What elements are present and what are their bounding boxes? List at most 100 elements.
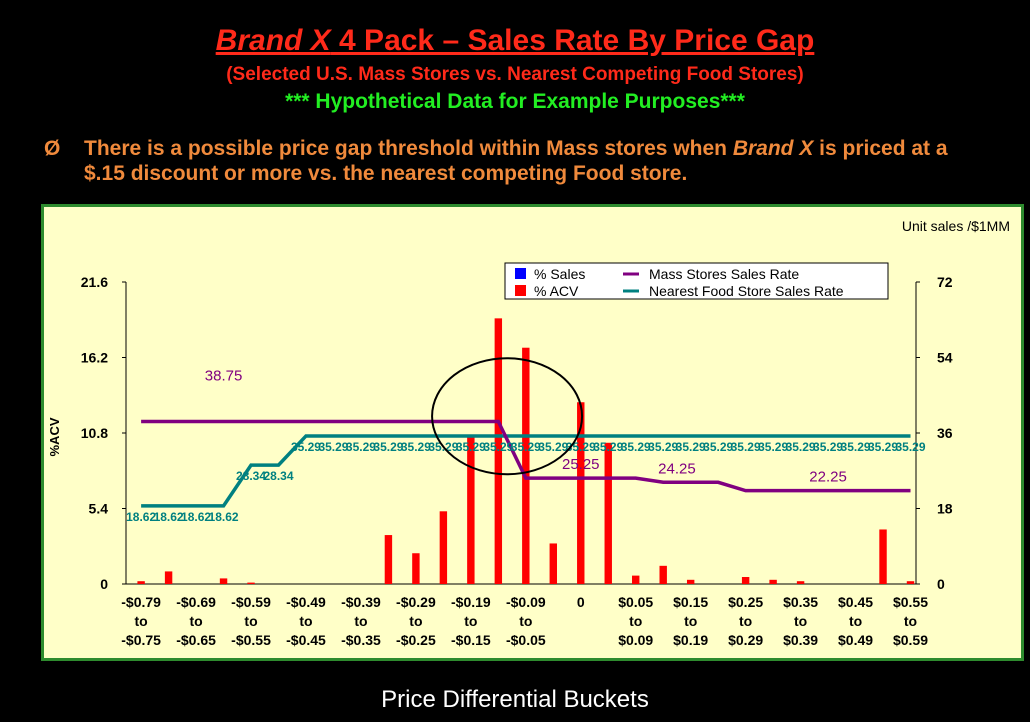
acv-bar — [632, 575, 640, 584]
x-category-label: $0.15 — [673, 594, 708, 610]
food-data-label: 35.29 — [483, 440, 513, 454]
x-category-label: to — [904, 613, 917, 629]
bullet-icon: Ø — [44, 137, 61, 160]
food-data-label: 18.62 — [154, 510, 184, 524]
x-category-label: to — [189, 613, 202, 629]
food-data-label: 35.29 — [538, 440, 568, 454]
x-category-label: to — [299, 613, 312, 629]
food-data-label: 35.29 — [731, 440, 761, 454]
food-data-label: 35.29 — [813, 440, 843, 454]
y-right-tick-label: 72 — [937, 274, 953, 290]
y-right-axis-label: Unit sales /$1MM — [902, 218, 1010, 234]
legend-box — [504, 262, 889, 300]
acv-bar — [549, 543, 557, 584]
acv-bar — [796, 581, 805, 584]
food-data-label: 35.29 — [373, 440, 403, 454]
y-left-tick-label: 10.8 — [81, 425, 108, 441]
acv-bar — [137, 581, 145, 584]
food-data-label: 35.29 — [758, 440, 788, 454]
acv-bar — [247, 582, 255, 584]
y-right-tick-label: 54 — [937, 350, 953, 366]
y-left-tick-label: 5.4 — [89, 501, 109, 517]
x-category-label: -$0.59 — [231, 594, 271, 610]
x-category-label: $0.29 — [728, 632, 763, 648]
x-category-label: $0.05 — [618, 594, 653, 610]
bullet-text-start: There is a possible price gap threshold … — [84, 137, 733, 160]
mass-data-label: 22.25 — [809, 469, 847, 486]
x-category-label: -$0.35 — [341, 632, 381, 648]
hypothetical-note: *** Hypothetical Data for Example Purpos… — [285, 90, 745, 113]
x-category-label: 0 — [577, 594, 585, 610]
x-category-label: $0.59 — [893, 632, 928, 648]
x-category-label: -$0.55 — [231, 632, 271, 648]
x-category-label: $0.49 — [838, 632, 873, 648]
legend-acv-swatch — [515, 285, 526, 296]
food-data-label: 18.62 — [126, 510, 156, 524]
x-category-label: to — [354, 613, 367, 629]
x-category-label: -$0.15 — [451, 632, 491, 648]
food-data-label: 35.29 — [291, 440, 321, 454]
food-data-label: 18.62 — [209, 510, 239, 524]
x-axis-title: Price Differential Buckets — [381, 686, 649, 713]
acv-bar — [412, 553, 420, 584]
bullet-brand: Brand X — [732, 137, 814, 160]
mass-sales-rate-line — [141, 419, 911, 493]
x-category-label: $0.39 — [783, 632, 818, 648]
x-category-label: to — [244, 613, 257, 629]
legend-food-label: Nearest Food Store Sales Rate — [649, 283, 844, 299]
chart-subtitle: (Selected U.S. Mass Stores vs. Nearest C… — [226, 64, 804, 85]
legend-acv-label: % ACV — [534, 283, 579, 299]
food-data-label: 35.29 — [511, 440, 541, 454]
title-text: 4 Pack – Sales Rate By Price Gap — [330, 24, 815, 57]
x-category-label: -$0.79 — [121, 594, 161, 610]
x-category-label: to — [849, 613, 862, 629]
food-data-label: 35.29 — [676, 440, 706, 454]
acv-bar — [384, 535, 393, 584]
y-right-tick-label: 18 — [937, 501, 953, 517]
x-category-label: $0.45 — [838, 594, 873, 610]
food-data-label: 35.29 — [868, 440, 898, 454]
y-left-tick-label: 0 — [100, 576, 108, 592]
x-category-label: -$0.09 — [506, 594, 546, 610]
food-data-label: 28.34 — [263, 469, 293, 483]
y-left-tick-label: 16.2 — [81, 350, 108, 366]
title-brand: Brand X — [215, 24, 331, 57]
acv-bar — [879, 529, 887, 584]
chart-svg: 21.6 16.2 10.8 5.4 0 72 54 36 18 0 %ACV Unit sales … — [47, 218, 1010, 648]
food-data-label: 28.34 — [236, 469, 266, 483]
food-sales-rate-line — [141, 434, 911, 508]
mass-data-label: 24.25 — [658, 460, 696, 477]
highlight-circle — [431, 357, 584, 476]
mass-data-label: 38.75 — [205, 367, 243, 384]
food-data-label: 35.29 — [648, 440, 678, 454]
x-category-label: to — [629, 613, 642, 629]
acv-bar — [219, 578, 228, 584]
food-data-label: 35.29 — [593, 440, 623, 454]
x-category-label: $0.55 — [893, 594, 928, 610]
acv-bar — [769, 579, 777, 584]
x-category-label: -$0.65 — [176, 632, 216, 648]
food-data-label: 35.29 — [786, 440, 816, 454]
mass-data-label: 25.25 — [562, 456, 600, 473]
x-category-label: to — [135, 613, 148, 629]
x-category-label: to — [409, 613, 422, 629]
y-right-tick-label: 36 — [937, 425, 953, 441]
x-category-label: to — [739, 613, 752, 629]
x-category-label: -$0.45 — [286, 632, 326, 648]
x-category-label: -$0.75 — [121, 632, 161, 648]
x-category-label: to — [464, 613, 477, 629]
food-data-label: 35.29 — [895, 440, 925, 454]
y-right-tick-label: 0 — [937, 576, 945, 592]
x-category-label: to — [684, 613, 697, 629]
chart-title: Brand X 4 Pack – Sales Rate By Price Gap — [0, 24, 1030, 58]
x-category-label: -$0.69 — [176, 594, 216, 610]
food-data-label: 35.29 — [346, 440, 376, 454]
x-category-label: to — [519, 613, 532, 629]
x-category-label: $0.19 — [673, 632, 708, 648]
x-category-label: -$0.25 — [396, 632, 436, 648]
food-data-label: 35.29 — [318, 440, 348, 454]
food-data-label: 35.29 — [621, 440, 651, 454]
x-category-label: $0.25 — [728, 594, 763, 610]
x-category-label: to — [794, 613, 807, 629]
y-left-axis-label: %ACV — [47, 417, 62, 456]
